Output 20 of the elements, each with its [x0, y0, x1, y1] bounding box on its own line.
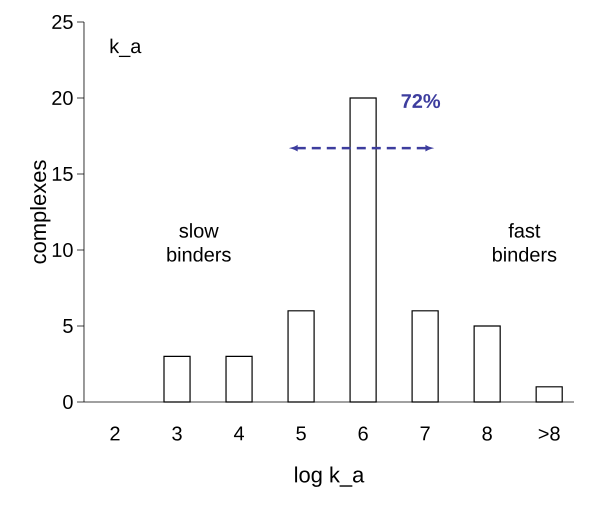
- annotation: fast binders: [492, 223, 556, 262]
- annotation: k_a: [110, 38, 142, 58]
- y-axis-title: complexes: [30, 160, 50, 264]
- x-tick-label: 4: [234, 426, 244, 440]
- y-tick-label: 20: [52, 90, 73, 106]
- y-tick-label: 25: [52, 14, 73, 30]
- x-tick-label: >8: [538, 426, 560, 441]
- x-tick-label: 8: [482, 426, 492, 441]
- annotation: 72%: [402, 94, 440, 108]
- y-tick-label: 5: [63, 319, 73, 333]
- x-tick-label: 7: [420, 426, 430, 440]
- x-axis-title: log k_a: [295, 466, 364, 487]
- annotation: slow binders: [167, 223, 231, 262]
- x-tick-label: 6: [358, 426, 368, 441]
- x-tick-label: 2: [110, 426, 120, 440]
- x-tick-label: 5: [296, 426, 306, 440]
- x-tick-label: 3: [172, 426, 182, 441]
- y-tick-label: 10: [52, 242, 73, 258]
- y-tick-label: 0: [63, 394, 73, 410]
- y-tick-label: 15: [52, 167, 73, 181]
